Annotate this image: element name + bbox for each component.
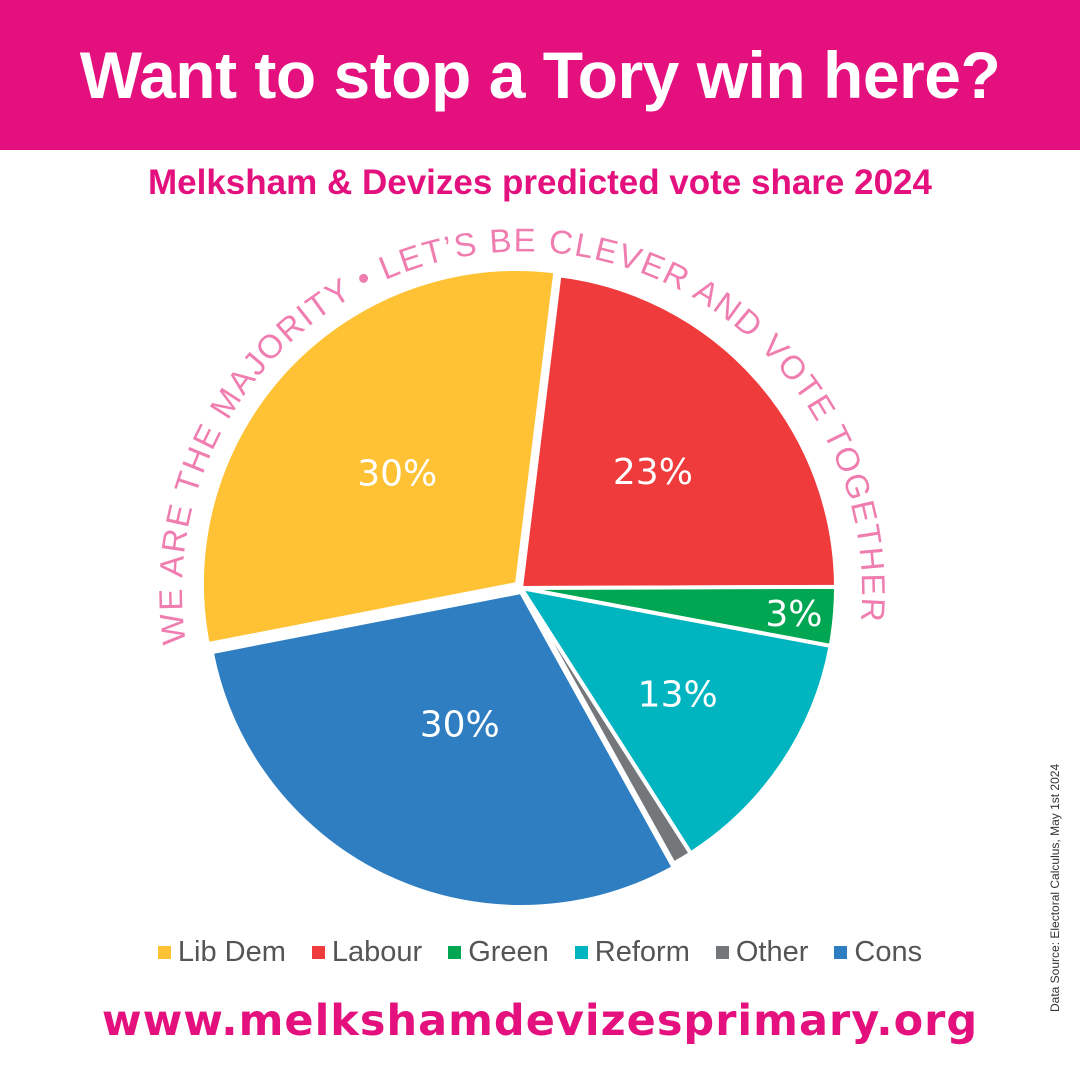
data-label: 30% (420, 704, 500, 745)
legend-item: Labour (311, 936, 423, 969)
legend-item: Green (448, 936, 549, 969)
legend-swatch (715, 946, 729, 959)
data-label: 30% (357, 453, 437, 494)
legend-item: Lib Dem (157, 936, 286, 969)
data-source: Data Source: Electoral Calculus, May 1st… (1048, 763, 1062, 1012)
legend-swatch (448, 946, 462, 959)
legend-label: Other (735, 936, 809, 968)
slice-lib-dem (200, 267, 558, 647)
legend-label: Cons (854, 936, 923, 968)
legend-item: Reform (574, 936, 690, 969)
chart-title: Melksham & Devizes predicted vote share … (148, 163, 932, 202)
data-label: 23% (613, 452, 693, 493)
legend-label: Labour (331, 936, 423, 968)
legend-swatch (574, 946, 588, 959)
legend-label: Green (468, 936, 549, 968)
legend: Lib Dem Labour Green Reform Other Cons (0, 936, 1080, 969)
slice-reform (516, 585, 833, 857)
header-banner: Want to stop a Tory win here? (0, 0, 1080, 150)
legend-swatch (157, 946, 171, 959)
website-url[interactable]: www.melkshamdevizesprimary.org (101, 996, 979, 1046)
legend-item: Cons (834, 936, 922, 969)
legend-item: Other (715, 936, 809, 969)
data-label: 13% (638, 675, 718, 716)
data-label: 3% (765, 594, 822, 635)
slice-labour (518, 273, 839, 591)
headline: Want to stop a Tory win here? (79, 38, 1001, 112)
slice-cons (209, 589, 677, 909)
legend-swatch (311, 946, 325, 959)
legend-label: Lib Dem (177, 936, 286, 968)
legend-label: Reform (594, 936, 690, 968)
legend-swatch (834, 946, 848, 959)
